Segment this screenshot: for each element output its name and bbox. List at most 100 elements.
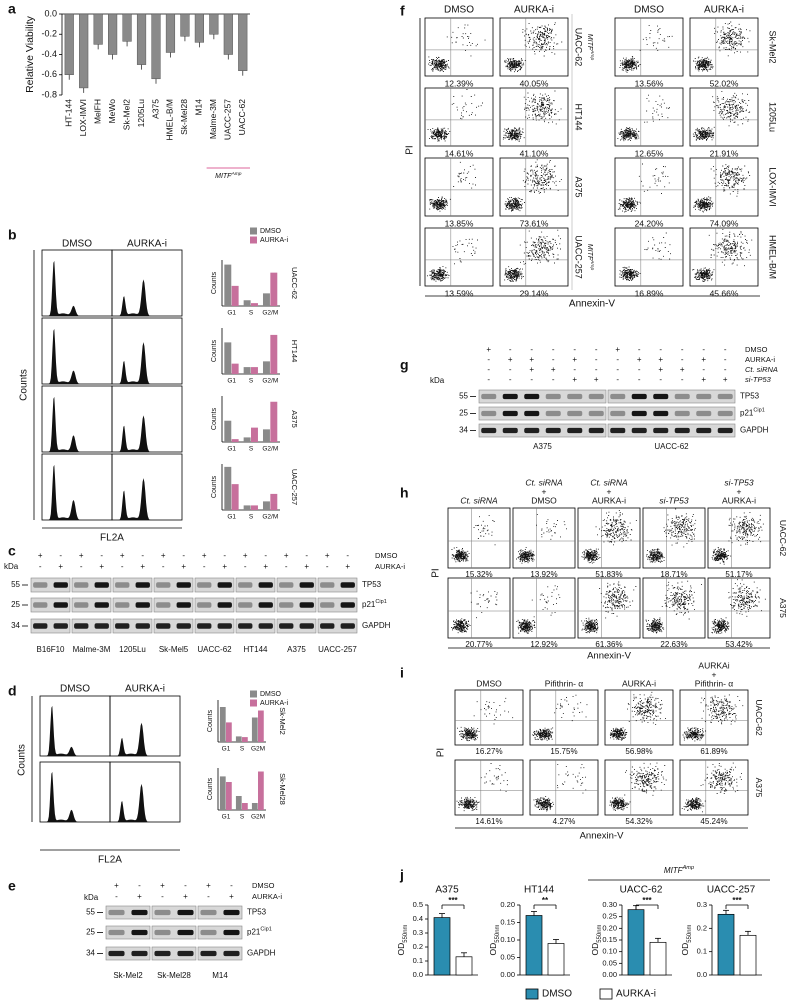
blot-band bbox=[674, 410, 690, 417]
blot-band bbox=[33, 582, 48, 588]
treatment-sign: - bbox=[681, 375, 684, 384]
blot-band bbox=[53, 623, 68, 629]
treatment-sign: + bbox=[486, 345, 491, 354]
blot-strip bbox=[276, 577, 317, 593]
x-tick-label: G2/M bbox=[262, 446, 278, 453]
column-header: AURKA-i bbox=[722, 495, 756, 505]
x-tick-label: G1 bbox=[222, 814, 231, 821]
x-tick-label: S bbox=[240, 814, 245, 821]
flow-dots bbox=[504, 229, 561, 282]
treatment-sign: - bbox=[487, 365, 490, 374]
protein-label: GAPDH bbox=[740, 426, 769, 435]
treatment-sign: + bbox=[202, 551, 207, 560]
treatment-sign: - bbox=[346, 551, 349, 560]
panel-letter: f bbox=[400, 3, 405, 19]
side-label: HMEL-B/M bbox=[768, 235, 778, 279]
marker-label: 34 bbox=[459, 426, 468, 435]
flow-dots bbox=[427, 89, 483, 142]
blot-band bbox=[200, 950, 217, 957]
treatment-sign: - bbox=[207, 892, 210, 901]
percentage: 4.27% bbox=[553, 817, 576, 826]
blot-band bbox=[340, 602, 355, 608]
flow-dots bbox=[693, 21, 751, 72]
y-axis-title: OD550nm bbox=[396, 924, 408, 955]
legend-swatch bbox=[250, 227, 257, 235]
flow-plot-frame bbox=[679, 759, 749, 816]
x-tick-label: HMEL-B/M bbox=[165, 99, 175, 141]
blot-band bbox=[588, 410, 604, 417]
blot-band bbox=[154, 909, 171, 916]
treatment-sign: + bbox=[284, 551, 289, 560]
column-header: AURKA-i bbox=[127, 239, 167, 250]
treatment-sign: + bbox=[529, 365, 534, 374]
blot-band bbox=[108, 929, 125, 936]
blot-band bbox=[156, 582, 171, 588]
x-tick-label: MelFH bbox=[92, 99, 102, 124]
flow-dots bbox=[581, 510, 637, 564]
treatment-sign: + bbox=[572, 375, 577, 384]
side-label: A375 bbox=[290, 410, 299, 428]
x-tick-label: Sk-Mel2 bbox=[121, 99, 131, 130]
flow-dots bbox=[532, 694, 588, 741]
histogram bbox=[112, 342, 182, 384]
percentage: 13.56% bbox=[635, 78, 664, 88]
blot-band bbox=[610, 427, 626, 434]
blot-band bbox=[177, 929, 194, 936]
percentage: 12.92% bbox=[530, 640, 557, 649]
blot-band bbox=[154, 950, 171, 957]
cell-line-label: Sk-Mel28 bbox=[157, 971, 191, 980]
y-axis-title: OD550nm bbox=[590, 924, 602, 955]
bar bbox=[243, 300, 251, 306]
x-tick-label: UACC-62 bbox=[237, 99, 247, 136]
treatment-sign: + bbox=[183, 892, 188, 901]
treatment-sign: + bbox=[140, 562, 145, 571]
blot-band bbox=[176, 602, 191, 608]
flow-plot-frame bbox=[604, 759, 674, 816]
superscript: 550nm bbox=[597, 924, 603, 942]
panel-letter: b bbox=[8, 227, 17, 243]
flow-dots bbox=[617, 163, 670, 213]
blot-band bbox=[33, 602, 48, 608]
treatment-sign: - bbox=[573, 345, 576, 354]
side-label: A375 bbox=[778, 598, 788, 618]
histogram bbox=[110, 722, 180, 756]
blot-strip bbox=[317, 618, 358, 634]
x-tick-label: G1 bbox=[227, 378, 236, 385]
column-header: + bbox=[542, 486, 547, 496]
annotation: MITF bbox=[586, 244, 593, 261]
side-label: HT144 bbox=[574, 103, 584, 130]
treatment-sign: - bbox=[141, 551, 144, 560]
treatment-sign: + bbox=[160, 881, 165, 890]
percentage: 14.61% bbox=[475, 817, 502, 826]
histogram bbox=[42, 328, 112, 384]
y-tick-label: -0.8 bbox=[41, 89, 57, 99]
bar bbox=[258, 710, 264, 742]
blot-band bbox=[502, 393, 518, 400]
treatment-label: AURKA-i bbox=[745, 355, 775, 364]
blot-band bbox=[340, 582, 355, 588]
blot-band bbox=[217, 582, 232, 588]
percentage: 18.71% bbox=[660, 570, 687, 579]
blot-band bbox=[717, 427, 733, 434]
bar bbox=[262, 501, 270, 510]
bar bbox=[224, 466, 232, 510]
blot-band bbox=[223, 950, 240, 957]
cell-line-label: 1205Lu bbox=[119, 645, 146, 654]
cell-line-label: Sk-Mel5 bbox=[159, 645, 189, 654]
blot-band bbox=[631, 410, 647, 417]
bar bbox=[739, 934, 757, 976]
percentage: 51.83% bbox=[595, 570, 622, 579]
marker-label: 25 bbox=[86, 928, 95, 937]
superscript: 550nm bbox=[403, 924, 409, 942]
blot-band bbox=[588, 393, 604, 400]
bar bbox=[251, 427, 258, 442]
bar bbox=[262, 293, 270, 306]
blot-band bbox=[135, 602, 150, 608]
annotation: MITF bbox=[664, 866, 684, 875]
bar bbox=[270, 272, 278, 306]
blot-band bbox=[33, 623, 48, 629]
blot-band bbox=[94, 623, 109, 629]
percentage: 12.39% bbox=[445, 78, 474, 88]
